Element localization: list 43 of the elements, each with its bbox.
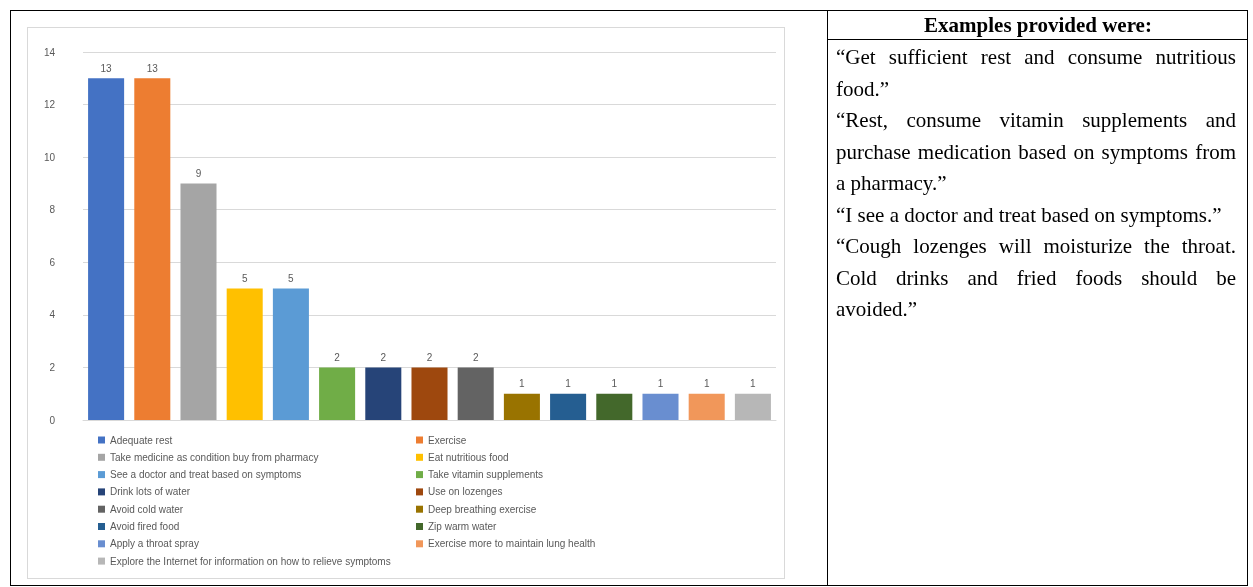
data-label: 5 <box>288 273 295 285</box>
legend-label: Use on lozenges <box>428 486 503 498</box>
data-label: 13 <box>146 62 159 74</box>
legend-label: Exercise more to maintain lung health <box>428 538 596 550</box>
data-label: 2 <box>472 351 479 363</box>
legend-label: See a doctor and treat based on symptoms <box>110 469 302 481</box>
data-label: 1 <box>703 378 710 390</box>
legend-label: Avoid cold water <box>110 503 184 515</box>
legend-label: Adequate rest <box>110 434 173 446</box>
y-tick-label: 6 <box>49 256 56 268</box>
data-label: 2 <box>380 351 387 363</box>
legend-label: Take vitamin supplements <box>428 469 544 481</box>
legend-label: Explore the Internet for information on how to relieve symptoms <box>110 555 391 567</box>
text: “Get sufficient rest and consume nutritious food.” <box>836 44 1236 103</box>
text: Examples provided were: <box>828 11 1248 40</box>
y-tick-label: 2 <box>49 361 56 373</box>
data-label: 2 <box>426 351 433 363</box>
y-tick-label: 14 <box>43 46 56 58</box>
legend-label: Avoid fired food <box>110 521 180 532</box>
data-label: 1 <box>657 378 664 390</box>
y-tick-label: 12 <box>43 99 56 111</box>
data-label: 1 <box>519 378 526 390</box>
legend-label: Zip warm water <box>428 521 498 532</box>
legend-label: Apply a throat spray <box>110 538 199 550</box>
data-label: 9 <box>195 167 202 179</box>
data-label: 1 <box>750 378 757 390</box>
y-tick-label: 10 <box>43 151 56 163</box>
y-tick-label: 0 <box>49 414 56 426</box>
text: “I see a doctor and treat based on symptoms.” <box>836 201 1223 229</box>
legend-label: Take medicine as condition buy from pharmacy <box>110 451 319 463</box>
data-label: 2 <box>334 351 341 363</box>
legend-label: Exercise <box>428 434 467 446</box>
data-label: 13 <box>100 62 113 74</box>
y-tick-label: 4 <box>49 309 56 321</box>
legend-label: Eat nutritious food <box>428 451 509 463</box>
legend-label: Deep breathing exercise <box>428 503 537 515</box>
data-label: 5 <box>241 273 248 285</box>
text: “Cough lozenges will moisturize the throat. Cold drinks and fried foods should be avoided.” <box>836 233 1236 323</box>
data-label: 1 <box>565 378 572 390</box>
legend-label: Drink lots of water <box>110 486 191 498</box>
data-label: 1 <box>611 378 618 390</box>
y-tick-label: 8 <box>49 204 56 216</box>
text: “Rest, consume vitamin supplements and purchase medication based on symptoms from a pharmacy.” <box>836 107 1236 197</box>
